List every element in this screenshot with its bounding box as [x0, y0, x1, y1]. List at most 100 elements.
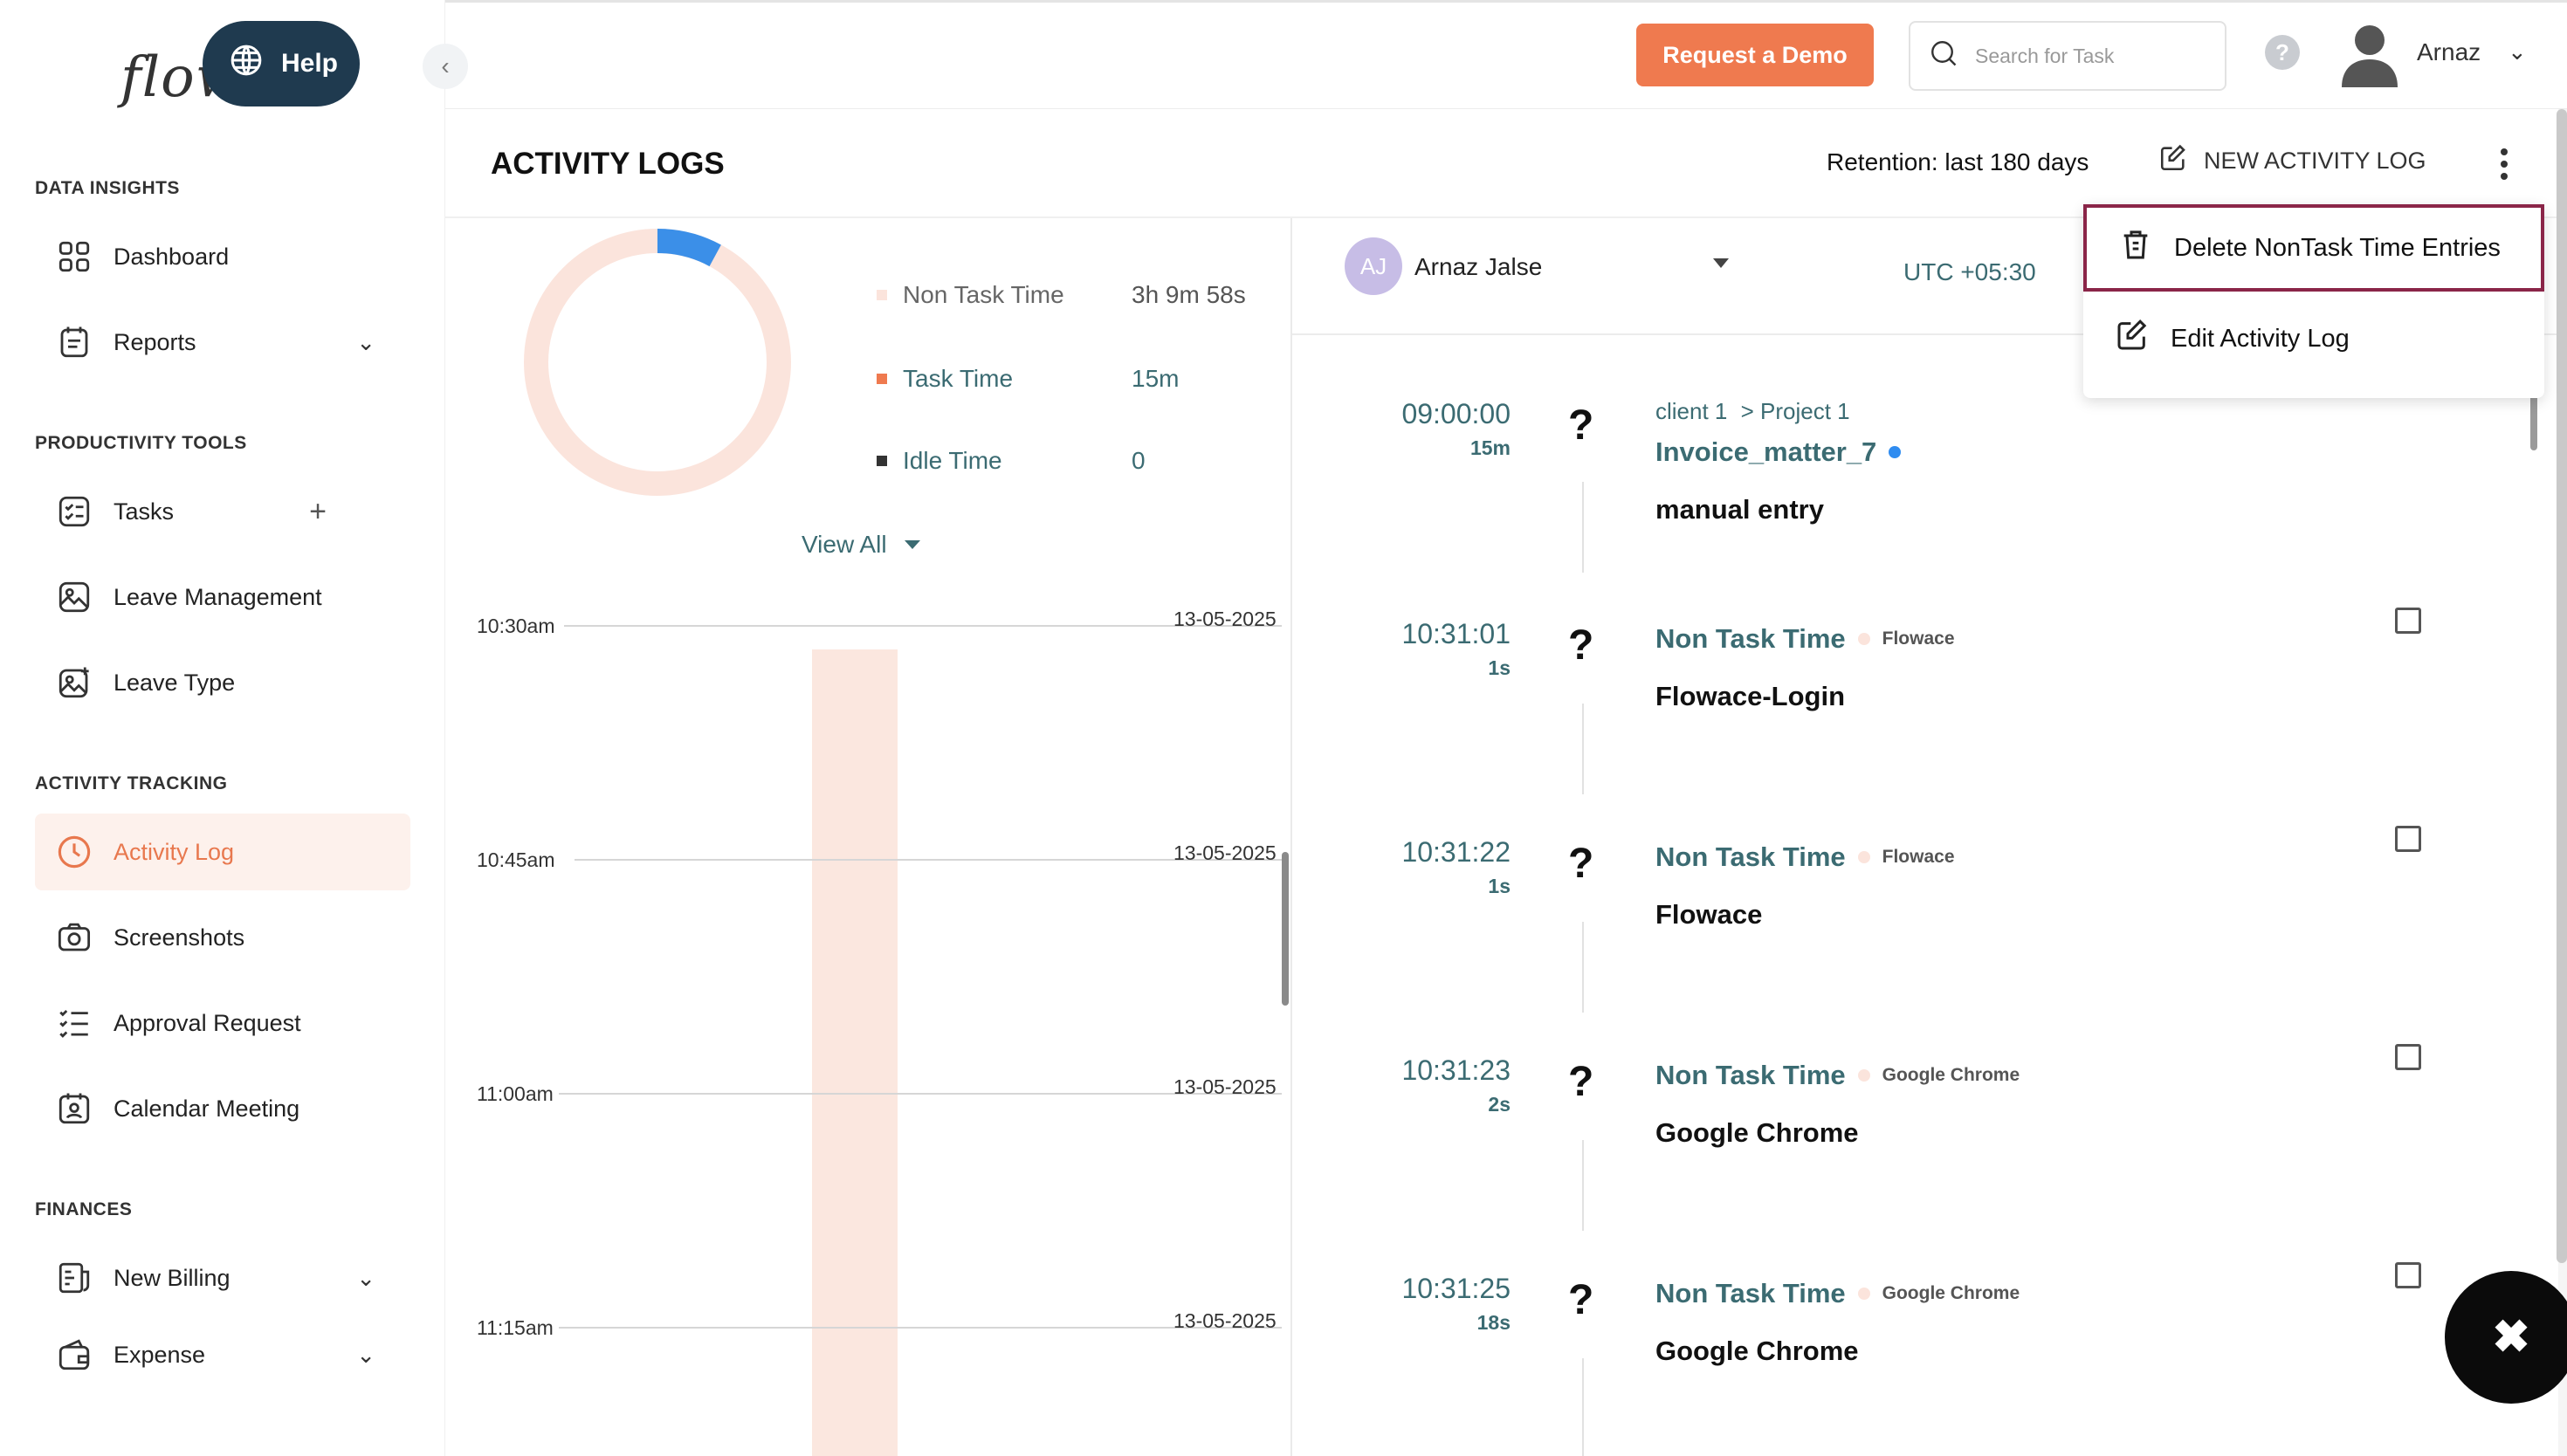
menu-item-edit-activity-log[interactable]: Edit Activity Log: [2083, 295, 2544, 382]
page-title: ACTIVITY LOGS: [491, 147, 725, 181]
timeline-gridline: [559, 1327, 1282, 1329]
retention-info: Retention: last 180 days: [1827, 148, 2089, 175]
camera-icon: [54, 917, 94, 958]
status-dot: [1857, 633, 1870, 645]
timeline-scrollbar[interactable]: [1282, 852, 1289, 1006]
entry-checkbox[interactable]: [2395, 826, 2421, 852]
sidebar-item-reports[interactable]: Reports ⌄: [35, 304, 410, 381]
user-name[interactable]: Arnaz: [2417, 38, 2481, 65]
globe-icon: [229, 43, 264, 85]
sidebar-item-label: Reports: [114, 328, 196, 355]
help-button[interactable]: Help: [203, 21, 360, 106]
edit-icon: [2115, 318, 2150, 360]
entry-duration: 1s: [1488, 875, 1511, 897]
entry-checkbox[interactable]: [2395, 1044, 2421, 1070]
entry-app-name: Google Chrome: [1882, 1283, 2020, 1303]
entry-connector: [1582, 482, 1584, 573]
entry-time: 10:31:01: [1401, 618, 1511, 649]
sidebar-item-calendar-meeting[interactable]: Calendar Meeting: [35, 1070, 410, 1147]
timeline-time: 11:15am: [477, 1316, 554, 1339]
entry-title: Flowace: [1655, 899, 1763, 930]
add-task-icon[interactable]: +: [309, 494, 327, 528]
search-input[interactable]: Search for Task: [1909, 21, 2226, 91]
menu-item-label: Edit Activity Log: [2171, 324, 2350, 353]
timeline-activity-bar[interactable]: [812, 649, 898, 1456]
status-dot: [1857, 1069, 1870, 1082]
entry-checkbox[interactable]: [2395, 1262, 2421, 1288]
entry-checkbox[interactable]: [2395, 608, 2421, 634]
top-border: [0, 0, 2567, 3]
timeline-date: 13-05-2025: [1173, 1075, 1277, 1098]
right-header-divider: [1292, 333, 2567, 335]
sidebar-item-label: Calendar Meeting: [114, 1095, 300, 1122]
sidebar-item-label: Leave Type: [114, 669, 236, 696]
view-all-button[interactable]: View All: [802, 531, 920, 559]
legend-idle: Idle Time: [877, 447, 1002, 475]
sidebar-item-leave-type[interactable]: Leave Type: [35, 644, 410, 721]
entry-category: Non Task Time Google Chrome: [1655, 1060, 2020, 1091]
entry-time: 10:31:23: [1401, 1054, 1511, 1086]
legend-label: Task Time: [903, 365, 1014, 392]
employee-select[interactable]: Arnaz Jalse: [1414, 253, 1543, 280]
entry-title: Flowace-Login: [1655, 681, 1845, 711]
user-avatar[interactable]: [2338, 21, 2401, 87]
sidebar-item-new-billing[interactable]: New Billing ⌄: [35, 1240, 410, 1316]
sidebar-item-label: Dashboard: [114, 243, 230, 270]
unknown-app-icon: ?: [1568, 402, 1594, 449]
menu-item-delete-nontask[interactable]: Delete NonTask Time Entries: [2083, 204, 2544, 292]
close-fab-button[interactable]: ✖: [2445, 1271, 2567, 1404]
sidebar-item-leave-management[interactable]: Leave Management: [35, 559, 410, 635]
request-demo-button[interactable]: Request a Demo: [1636, 24, 1874, 86]
legend-label: Idle Time: [903, 447, 1002, 474]
more-options-icon[interactable]: [2494, 143, 2515, 185]
billing-icon: [54, 1258, 94, 1298]
entry-connector: [1582, 704, 1584, 794]
new-activity-log-button[interactable]: NEW ACTIVITY LOG: [2158, 143, 2426, 179]
sidebar-item-label: Leave Management: [114, 583, 322, 610]
legend-value: 0: [1132, 447, 1146, 474]
page-scrollbar-thumb[interactable]: [2557, 109, 2567, 1263]
top-bar: [445, 3, 2567, 109]
sidebar: flow Help DATA INSIGHTS Dashboard Report…: [0, 0, 445, 1456]
sidebar-item-approval-request[interactable]: Approval Request: [35, 985, 410, 1061]
tasks-icon: [54, 491, 94, 532]
sidebar-item-screenshots[interactable]: Screenshots: [35, 899, 410, 976]
entry-duration: 18s: [1476, 1311, 1511, 1334]
sidebar-item-dashboard[interactable]: Dashboard: [35, 218, 410, 295]
legend-task: Task Time: [877, 365, 1013, 393]
sidebar-item-tasks[interactable]: Tasks +: [35, 473, 410, 550]
sidebar-item-activity-log[interactable]: Activity Log: [35, 814, 410, 890]
section-productivity-tools: PRODUCTIVITY TOOLS: [35, 433, 247, 453]
entry-app-name: Flowace: [1882, 628, 1955, 649]
legend-value: 3h 9m 58s: [1132, 281, 1246, 308]
section-data-insights: DATA INSIGHTS: [35, 178, 180, 198]
entry-task[interactable]: Invoice_matter_7: [1655, 436, 1902, 468]
timeline-gridline: [559, 1093, 1282, 1095]
unknown-app-icon: ?: [1568, 622, 1594, 669]
caret-down-icon[interactable]: [1713, 258, 1729, 268]
status-dot: [1857, 851, 1870, 863]
sidebar-item-label: Expense: [114, 1341, 206, 1368]
panel-divider: [1290, 218, 1292, 1456]
timeline-gridline: [575, 859, 1282, 861]
legend-value: 15m: [1132, 365, 1180, 392]
sidebar-item-label: Tasks: [114, 498, 175, 525]
help-label: Help: [281, 49, 339, 78]
legend-swatch: [877, 374, 887, 384]
sidebar-item-expense[interactable]: Expense ⌄: [35, 1316, 410, 1393]
chevron-down-icon[interactable]: ⌄: [356, 1341, 375, 1368]
sidebar-item-label: New Billing: [114, 1264, 231, 1291]
entry-connector: [1582, 1358, 1584, 1456]
help-question-icon[interactable]: ?: [2265, 35, 2300, 70]
sidebar-item-label: Approval Request: [114, 1009, 301, 1036]
chevron-down-icon[interactable]: ⌄: [356, 1264, 375, 1291]
trash-icon: [2118, 227, 2153, 269]
timeline-date: 13-05-2025: [1173, 1309, 1277, 1332]
chevron-down-icon[interactable]: ⌄: [356, 328, 375, 355]
section-activity-tracking: ACTIVITY TRACKING: [35, 773, 228, 793]
chevron-down-icon[interactable]: ⌄: [2508, 38, 2527, 65]
entries-scrollbar[interactable]: [2530, 384, 2537, 450]
menu-item-label: Delete NonTask Time Entries: [2174, 233, 2501, 262]
collapse-sidebar-button[interactable]: ‹: [423, 44, 468, 89]
entry-category: Non Task Time Google Chrome: [1655, 1278, 2020, 1309]
